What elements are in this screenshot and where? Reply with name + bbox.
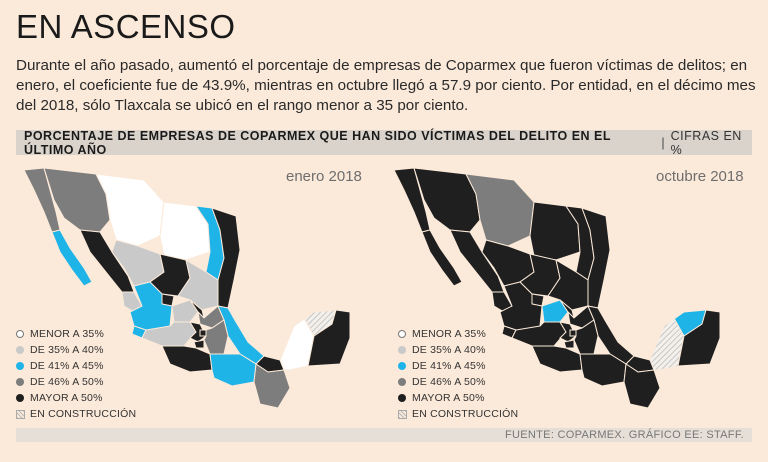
map-octubre	[393, 167, 721, 409]
legend-swatch	[16, 362, 24, 370]
source-footer: FUENTE: COPARMEX. GRÁFICO EE: STAFF.	[16, 428, 752, 442]
legend-swatch	[16, 346, 24, 354]
legend-item: DE 35% A 40%	[398, 342, 518, 358]
band-separator: |	[661, 135, 665, 150]
legend-enero: MENOR A 35% DE 35% A 40% DE 41% A 45% DE 46…	[16, 326, 136, 422]
legend-item: DE 46% A 50%	[16, 374, 136, 390]
map-enero	[23, 167, 351, 409]
legend-item: DE 41% A 45%	[398, 358, 518, 374]
map-label-enero: enero 2018	[286, 168, 362, 185]
legend-swatch	[398, 330, 406, 338]
legend-item: MAYOR A 50%	[16, 390, 136, 406]
state-guanajuato	[541, 299, 569, 323]
legend-label: DE 46% A 50%	[30, 376, 104, 388]
legend-swatch	[16, 378, 24, 386]
legend-swatch	[398, 362, 406, 370]
legend-item: EN CONSTRUCCIÓN	[16, 406, 136, 422]
band-heading: PORCENTAJE DE EMPRESAS DE COPARMEX QUE H…	[24, 128, 611, 157]
legend-swatch	[16, 394, 24, 402]
legend-item: MENOR A 35%	[16, 326, 136, 342]
state-guanajuato	[171, 299, 199, 323]
legend-swatch	[16, 330, 24, 338]
state-ciudad-de-m-xico	[199, 329, 207, 337]
intro-paragraph: Durante el año pasado, aumentó el porcen…	[16, 57, 756, 114]
heading-band: PORCENTAJE DE EMPRESAS DE COPARMEX QUE H…	[16, 128, 752, 157]
legend-label: MAYOR A 50%	[412, 392, 485, 404]
legend-swatch	[398, 409, 407, 419]
legend-label: DE 35% A 40%	[412, 344, 486, 356]
state-quintana-roo	[677, 309, 721, 367]
state-baja-california-sur	[421, 229, 463, 287]
legend-swatch	[398, 346, 406, 354]
legend-label: DE 46% A 50%	[412, 376, 486, 388]
source-text: FUENTE: COPARMEX. GRÁFICO EE: STAFF.	[505, 429, 744, 441]
legend-label: MENOR A 35%	[30, 328, 104, 340]
state-guerrero	[531, 345, 583, 373]
state-morelos	[563, 339, 575, 349]
legend-label: DE 41% A 45%	[412, 360, 486, 372]
band-units: CIFRAS EN %	[670, 128, 742, 157]
legend-swatch	[398, 394, 406, 402]
legend-label: MENOR A 35%	[412, 328, 486, 340]
legend-label: MAYOR A 50%	[30, 392, 103, 404]
state-morelos	[193, 339, 205, 349]
state-chiapas	[253, 363, 291, 409]
legend-swatch	[398, 378, 406, 386]
legend-item: MAYOR A 50%	[398, 390, 518, 406]
legend-label: DE 41% A 45%	[30, 360, 104, 372]
state-baja-california-sur	[51, 229, 93, 287]
page-title: EN ASCENSO	[16, 8, 236, 45]
legend-item: DE 41% A 45%	[16, 358, 136, 374]
legend-item: EN CONSTRUCCIÓN	[398, 406, 518, 422]
legend-swatch	[16, 409, 25, 419]
legend-label: EN CONSTRUCCIÓN	[412, 408, 519, 420]
legend-label: DE 35% A 40%	[30, 344, 104, 356]
legend-item: DE 35% A 40%	[16, 342, 136, 358]
state-ciudad-de-m-xico	[569, 329, 577, 337]
legend-item: DE 46% A 50%	[398, 374, 518, 390]
legend-item: MENOR A 35%	[398, 326, 518, 342]
state-guerrero	[161, 345, 213, 373]
legend-octubre: MENOR A 35% DE 35% A 40% DE 41% A 45% DE 46…	[398, 326, 518, 422]
map-label-octubre: octubre 2018	[656, 168, 744, 185]
state-chiapas	[623, 363, 661, 409]
state-quintana-roo	[307, 309, 351, 367]
legend-label: EN CONSTRUCCIÓN	[30, 408, 137, 420]
